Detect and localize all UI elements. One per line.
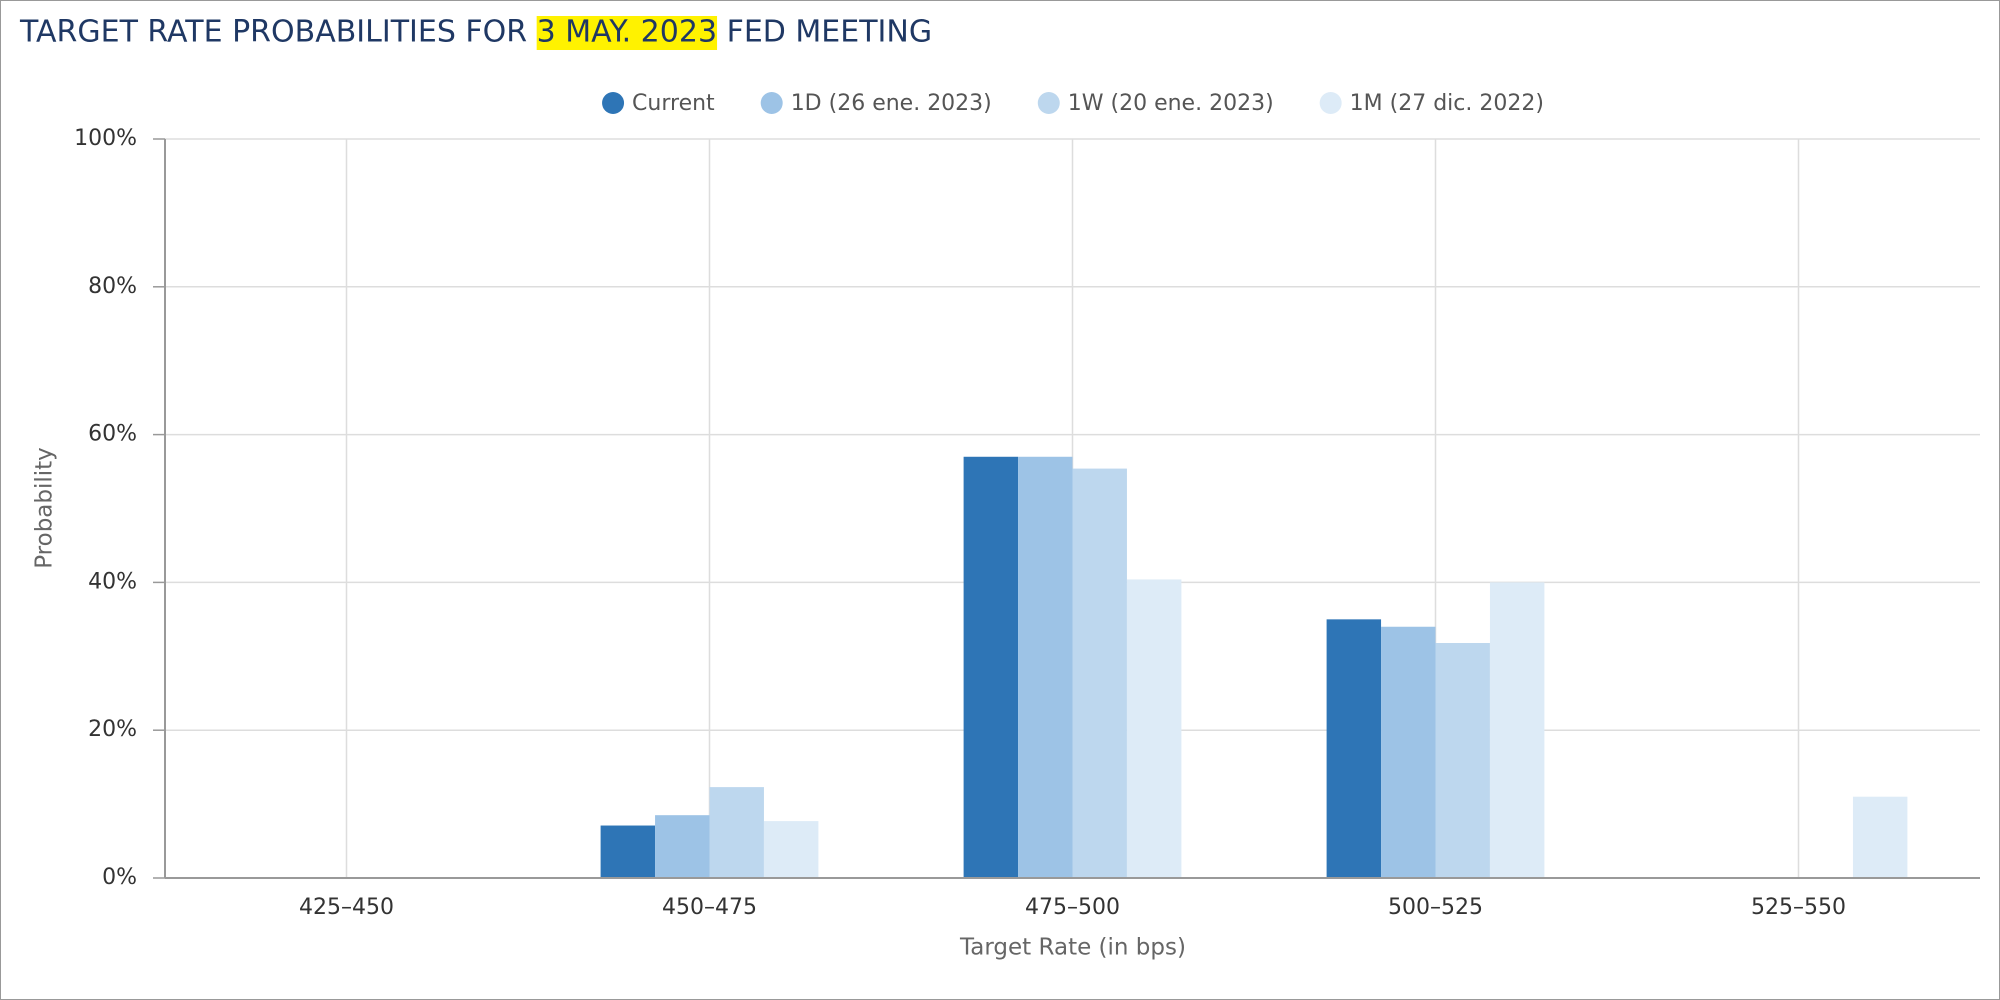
bar: [1072, 468, 1127, 878]
bar: [963, 456, 1019, 878]
chart-title: TARGET RATE PROBABILITIES FOR 3 MAY. 202…: [19, 15, 932, 50]
y-axis-title: Probability: [32, 447, 58, 569]
bar: [655, 815, 710, 878]
x-tick-label: 425–450: [299, 895, 394, 920]
y-tick-label: 40%: [88, 569, 137, 594]
y-tick-label: 100%: [74, 126, 137, 151]
y-tick-label: 60%: [88, 422, 137, 447]
bar: [1126, 579, 1182, 878]
legend-label: 1M (27 dic. 2022): [1350, 91, 1544, 116]
bar: [763, 821, 819, 878]
bar: [1326, 619, 1382, 878]
legend-marker: [1319, 92, 1342, 114]
bar: [600, 825, 656, 878]
bar: [1381, 626, 1436, 878]
y-tick-label: 80%: [88, 274, 137, 299]
bar: [1018, 456, 1073, 878]
x-tick-label: 475–500: [1025, 895, 1120, 920]
legend-label: 1D (26 ene. 2023): [791, 91, 992, 116]
legend-marker: [760, 92, 783, 114]
x-tick-label: 525–550: [1751, 895, 1846, 920]
bar: [1489, 582, 1545, 878]
y-tick-label: 20%: [88, 717, 137, 742]
legend-label: Current: [632, 91, 715, 116]
legend-marker: [1037, 92, 1060, 114]
title-highlight: [536, 16, 718, 50]
legend-marker: [602, 92, 625, 114]
bar: [1852, 796, 1908, 878]
x-tick-label: 450–475: [662, 895, 757, 920]
legend-label: 1W (20 ene. 2023): [1068, 91, 1274, 116]
x-tick-label: 500–525: [1388, 895, 1483, 920]
bar: [709, 787, 764, 878]
bar: [1435, 642, 1490, 878]
y-tick-label: 0%: [102, 865, 137, 890]
x-axis-title: Target Rate (in bps): [959, 935, 1186, 961]
